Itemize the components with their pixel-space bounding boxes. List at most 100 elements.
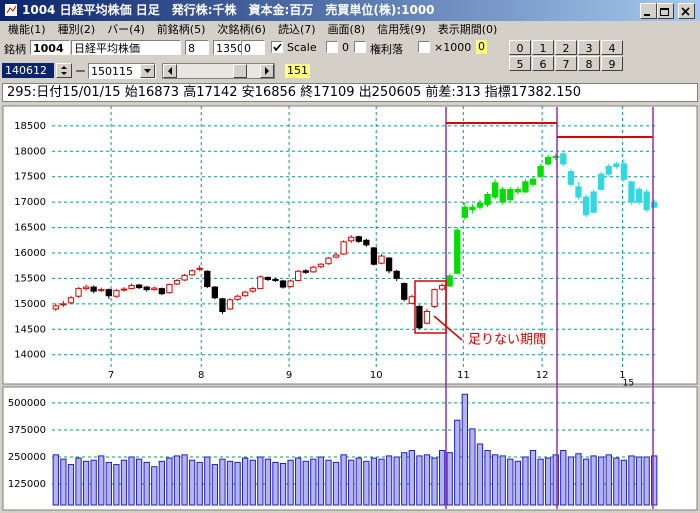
field-input[interactable]: 0 xyxy=(241,40,265,55)
volume-bar xyxy=(416,455,423,506)
number-button[interactable]: 6 xyxy=(532,56,554,71)
candle-body xyxy=(151,287,158,291)
candle-body xyxy=(628,181,635,203)
code-input[interactable]: 1004 xyxy=(30,40,70,55)
candle-body xyxy=(204,270,211,288)
volume-bar xyxy=(484,450,491,506)
volume-bar xyxy=(295,457,302,506)
candle-body xyxy=(408,296,415,304)
volume-bar xyxy=(325,459,332,506)
volume-bar xyxy=(264,458,272,506)
rights-checkbox[interactable] xyxy=(354,41,366,53)
menu-item[interactable]: 表示期間(0) xyxy=(437,23,498,36)
info-line: 295:日付15/01/15 始16873 高17142 安16856 終171… xyxy=(2,83,698,102)
volume-bar xyxy=(446,452,453,506)
candle-body xyxy=(234,295,241,300)
field-input[interactable]: 8 xyxy=(185,40,209,55)
candle-body xyxy=(211,286,219,299)
symbol-label: 銘柄 xyxy=(4,43,26,56)
volume-bar xyxy=(423,454,431,506)
volume-bar xyxy=(135,458,143,506)
number-button[interactable]: 2 xyxy=(555,40,577,55)
volume-bar xyxy=(272,461,279,506)
candle-body xyxy=(370,247,378,265)
volume-bar xyxy=(378,458,385,506)
x-tick-label: 12 xyxy=(536,370,549,381)
candle-body xyxy=(454,229,461,274)
volume-bar xyxy=(340,454,347,506)
volume-bar xyxy=(408,450,415,506)
scale-checkbox[interactable] xyxy=(271,41,283,53)
candle-body xyxy=(575,186,582,198)
candle-body xyxy=(264,276,272,280)
number-button[interactable]: 0 xyxy=(509,40,531,55)
field-input[interactable]: 1350 xyxy=(213,40,244,55)
volume-bar xyxy=(560,450,567,506)
candle-body xyxy=(143,286,150,291)
volume-bar xyxy=(476,443,484,506)
number-button[interactable]: 4 xyxy=(601,40,623,55)
y-tick-label: 15500 xyxy=(14,273,46,284)
start-date[interactable]: 140612 xyxy=(2,63,54,78)
candle-body xyxy=(613,163,620,168)
menu-item[interactable]: 画面(8) xyxy=(327,23,366,36)
volume-bar xyxy=(287,459,294,506)
number-button[interactable]: 7 xyxy=(555,56,577,71)
candle-body xyxy=(287,280,294,288)
number-button[interactable]: 1 xyxy=(532,40,554,55)
volume-bar xyxy=(582,458,590,506)
chart-area: 1400014500150001550016000165001700017500… xyxy=(2,105,698,511)
number-button[interactable]: 3 xyxy=(578,40,600,55)
end-date-combo[interactable]: 150115 xyxy=(88,63,156,79)
menu-item[interactable]: 読込(7) xyxy=(277,23,316,36)
volume-bar xyxy=(537,458,544,506)
candle-body xyxy=(393,270,400,279)
volume-bar xyxy=(279,462,287,506)
minimize-button[interactable] xyxy=(640,3,657,19)
y-tick-label: 14500 xyxy=(14,324,46,335)
candle-body xyxy=(491,182,499,198)
volume-bar xyxy=(173,455,181,506)
volume-bar xyxy=(257,456,264,506)
menu-item[interactable]: 信用残(9) xyxy=(377,23,426,36)
candle-body xyxy=(499,188,506,203)
volume-bar xyxy=(552,454,559,506)
candle-body xyxy=(423,310,431,324)
close-button[interactable] xyxy=(678,3,695,19)
candle-body xyxy=(416,305,423,329)
candle-body xyxy=(385,257,393,272)
volume-bar xyxy=(598,456,605,506)
maximize-button[interactable] xyxy=(657,3,674,19)
menu-item[interactable]: 次銘柄(6) xyxy=(217,23,266,36)
volume-bar xyxy=(507,458,514,506)
combo-arrow[interactable] xyxy=(140,64,155,78)
y-tick-label: 14000 xyxy=(14,350,46,361)
scroll-slider[interactable] xyxy=(162,63,275,79)
candle-body xyxy=(242,291,249,297)
menu-bar: 機能(1) 種別(2) バー(4) 前銘柄(5) 次銘柄(6) 読込(7) 画面(8) 信用残… xyxy=(0,21,700,38)
menu-item[interactable]: バー(4) xyxy=(107,23,145,36)
candle-body xyxy=(226,299,234,310)
candle-body xyxy=(60,303,67,306)
menu-item[interactable]: 機能(1) xyxy=(8,23,46,36)
volume-bar xyxy=(151,466,158,506)
candle-body xyxy=(120,288,128,291)
x-tick-label: 11 xyxy=(457,370,470,381)
volume-bar xyxy=(128,456,135,506)
name-input[interactable]: 日経平均株価 xyxy=(71,40,181,55)
number-button[interactable]: 5 xyxy=(509,56,531,71)
candle-body xyxy=(378,255,385,264)
candle-body xyxy=(582,196,590,216)
spin-button[interactable] xyxy=(56,63,72,78)
menu-item[interactable]: 種別(2) xyxy=(57,23,96,36)
volume-bar xyxy=(249,459,256,506)
candle-body xyxy=(135,284,143,289)
price-panel xyxy=(2,105,698,385)
menu-item[interactable]: 前銘柄(5) xyxy=(156,23,206,36)
checkbox[interactable] xyxy=(326,41,338,53)
number-button[interactable]: 9 xyxy=(601,56,623,71)
bar-count: 151 xyxy=(285,64,310,78)
times-checkbox[interactable] xyxy=(418,41,430,53)
number-button[interactable]: 8 xyxy=(578,56,600,71)
x-tick-label: 1 xyxy=(619,370,625,381)
